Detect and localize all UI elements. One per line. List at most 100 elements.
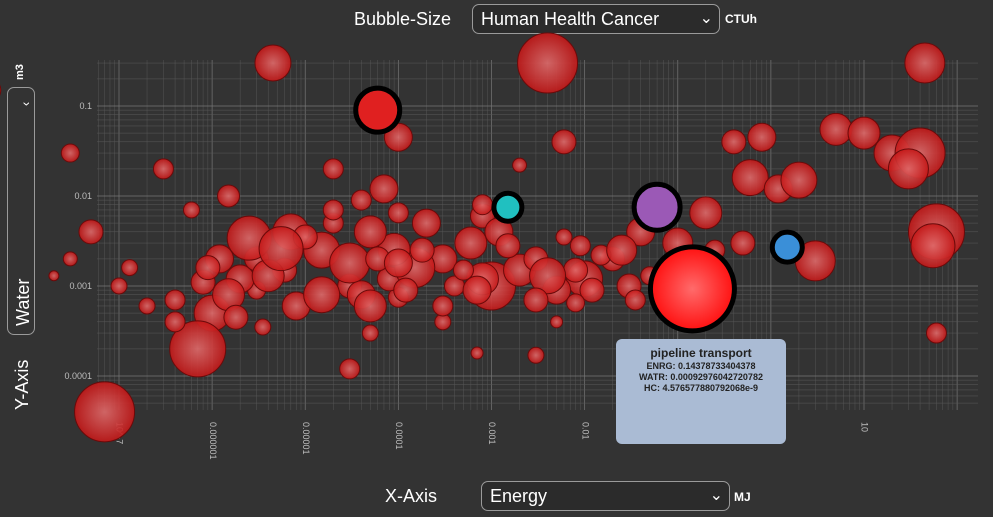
data-point[interactable] bbox=[254, 318, 272, 336]
y-tick-label: 0.0001 bbox=[64, 371, 92, 381]
data-point[interactable] bbox=[689, 196, 723, 230]
data-point[interactable] bbox=[350, 189, 372, 211]
data-point[interactable] bbox=[387, 202, 409, 224]
x-tick-label: 0.000001 bbox=[208, 422, 218, 460]
tooltip-line: HC: 4.57657788079​2068e-9 bbox=[643, 383, 759, 393]
tooltip-line: WATR: 0.000929760427207​82 bbox=[639, 372, 763, 382]
x-axis-label: X-Axis bbox=[385, 486, 438, 506]
highlighted-point[interactable] bbox=[769, 229, 805, 265]
data-point[interactable] bbox=[0, 78, 2, 102]
data-points[interactable] bbox=[0, 32, 965, 443]
bubble-size-selected: Human Health Cancer bbox=[481, 9, 660, 29]
data-point[interactable] bbox=[322, 158, 344, 180]
data-point[interactable] bbox=[566, 293, 586, 313]
data-point[interactable] bbox=[512, 157, 528, 173]
data-point[interactable] bbox=[819, 112, 853, 146]
y-tick-label: 0.01 bbox=[74, 191, 92, 201]
highlighted-point[interactable] bbox=[353, 85, 403, 135]
data-point[interactable] bbox=[182, 201, 200, 219]
highlighted-points[interactable] bbox=[353, 85, 805, 334]
data-point[interactable] bbox=[462, 275, 492, 305]
top-bar: Bubble-Size Human Health Cancer ⌄ CTUh bbox=[0, 0, 993, 40]
bubble-size-unit: CTUh bbox=[725, 12, 757, 26]
data-point[interactable] bbox=[910, 223, 956, 269]
data-point[interactable] bbox=[383, 248, 413, 278]
x-axis-select[interactable]: Energy ⌄ bbox=[481, 481, 730, 511]
tooltip-line: ENRG: 0.14378733404378 bbox=[646, 361, 756, 371]
data-point[interactable] bbox=[62, 251, 78, 267]
data-point[interactable] bbox=[169, 320, 227, 378]
data-point[interactable] bbox=[569, 235, 591, 257]
data-point[interactable] bbox=[138, 297, 156, 315]
data-point[interactable] bbox=[164, 311, 186, 333]
data-point[interactable] bbox=[747, 122, 777, 152]
data-point[interactable] bbox=[730, 230, 756, 256]
data-point[interactable] bbox=[74, 381, 136, 443]
data-point[interactable] bbox=[353, 215, 387, 249]
data-point[interactable] bbox=[152, 158, 174, 180]
chevron-down-icon: ⌄ bbox=[709, 487, 723, 504]
data-point[interactable] bbox=[409, 237, 435, 263]
data-point[interactable] bbox=[361, 324, 379, 342]
data-point[interactable] bbox=[780, 161, 818, 199]
data-point[interactable] bbox=[110, 277, 128, 295]
data-point[interactable] bbox=[563, 257, 589, 283]
data-point[interactable] bbox=[164, 289, 186, 311]
data-point[interactable] bbox=[551, 129, 577, 155]
x-tick-label: 0.0001 bbox=[394, 422, 404, 450]
data-point[interactable] bbox=[887, 148, 929, 190]
x-tick-label: 0.001 bbox=[487, 422, 497, 445]
data-point[interactable] bbox=[339, 358, 361, 380]
data-point[interactable] bbox=[195, 255, 221, 281]
data-point[interactable] bbox=[254, 44, 292, 82]
data-point[interactable] bbox=[121, 259, 139, 277]
data-point[interactable] bbox=[904, 42, 946, 84]
data-point[interactable] bbox=[78, 219, 104, 245]
data-point[interactable] bbox=[48, 270, 60, 282]
data-point[interactable] bbox=[303, 276, 341, 314]
x-axis-selected: Energy bbox=[490, 486, 548, 506]
data-point[interactable] bbox=[527, 346, 545, 364]
data-point[interactable] bbox=[322, 199, 344, 221]
data-point[interactable] bbox=[523, 287, 549, 313]
data-point[interactable] bbox=[393, 277, 419, 303]
data-point[interactable] bbox=[452, 259, 474, 281]
tooltip-title: pipeline transport bbox=[650, 346, 752, 360]
data-point[interactable] bbox=[579, 277, 605, 303]
data-point[interactable] bbox=[847, 116, 881, 150]
y-tick-label: 0.1 bbox=[79, 101, 92, 111]
data-point[interactable] bbox=[470, 346, 484, 360]
data-point[interactable] bbox=[60, 143, 80, 163]
data-point[interactable] bbox=[925, 322, 947, 344]
bubble-size-label: Bubble-Size bbox=[354, 9, 452, 29]
bubble-size-select[interactable]: Human Health Cancer ⌄ bbox=[472, 4, 720, 34]
highlighted-point[interactable] bbox=[647, 244, 737, 334]
x-axis-unit: MJ bbox=[734, 490, 751, 504]
data-point[interactable] bbox=[432, 295, 454, 317]
data-point[interactable] bbox=[353, 289, 387, 323]
data-point[interactable] bbox=[550, 315, 564, 329]
x-tick-label: 0.01 bbox=[580, 422, 590, 440]
data-point[interactable] bbox=[731, 159, 769, 197]
data-point[interactable] bbox=[411, 208, 441, 238]
data-point[interactable] bbox=[495, 233, 521, 259]
data-point[interactable] bbox=[606, 234, 638, 266]
data-point[interactable] bbox=[529, 257, 567, 295]
data-point[interactable] bbox=[517, 32, 579, 94]
data-point[interactable] bbox=[223, 304, 249, 330]
data-point[interactable] bbox=[258, 226, 304, 272]
highlighted-point[interactable] bbox=[491, 190, 525, 224]
data-point[interactable] bbox=[329, 242, 371, 284]
chevron-down-icon: ⌄ bbox=[699, 10, 713, 27]
data-point[interactable] bbox=[555, 228, 573, 246]
data-point[interactable] bbox=[471, 194, 493, 216]
data-point[interactable] bbox=[454, 226, 488, 260]
data-point[interactable] bbox=[369, 174, 399, 204]
data-point[interactable] bbox=[721, 129, 747, 155]
tooltip: pipeline transport ENRG: 0.1437873340437… bbox=[616, 339, 786, 444]
highlighted-point[interactable] bbox=[631, 181, 683, 233]
data-point[interactable] bbox=[217, 184, 241, 208]
data-point[interactable] bbox=[624, 289, 646, 311]
y-axis-select[interactable]: Water ‹ bbox=[7, 87, 35, 335]
